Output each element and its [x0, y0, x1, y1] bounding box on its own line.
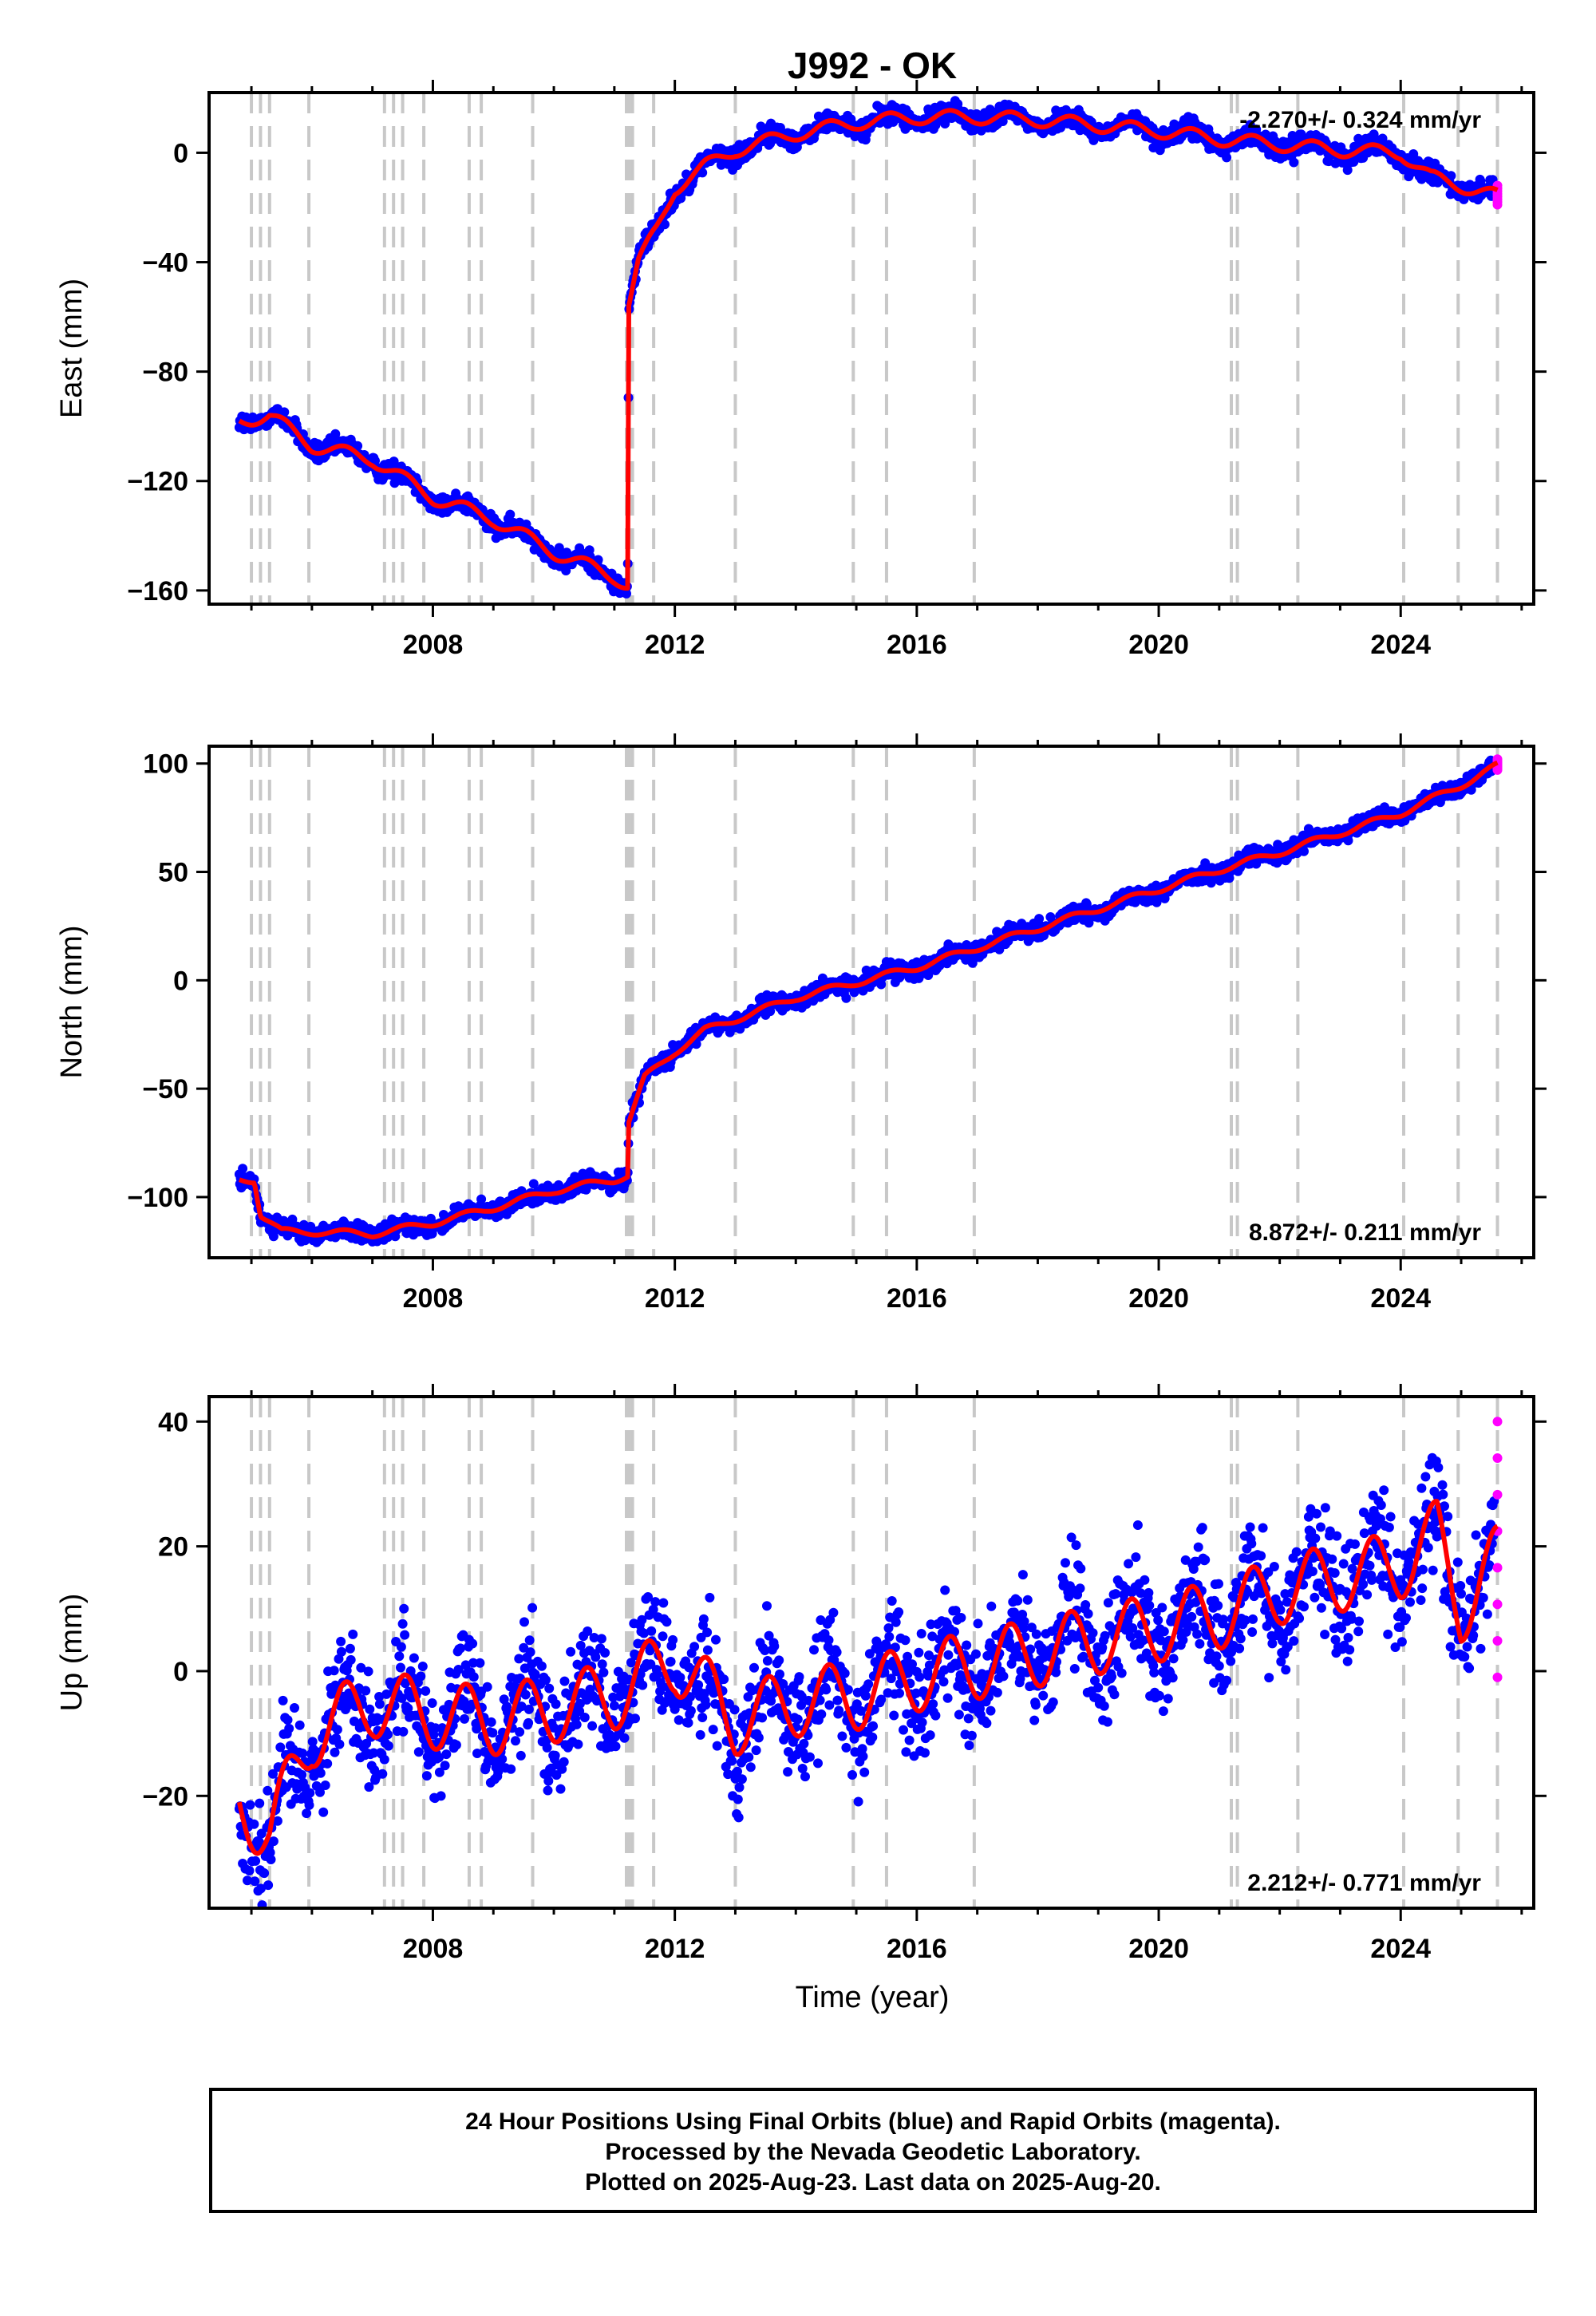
footer-box: [209, 2088, 1537, 2213]
x-tick-label: 2008: [403, 1283, 464, 1314]
y-tick-label: −40: [142, 248, 188, 279]
north-plot-area: [234, 746, 1503, 1258]
x-tick-label: 2024: [1370, 1283, 1431, 1314]
x-tick-label: 2016: [887, 1283, 947, 1314]
up-final-point: [234, 1452, 1499, 1908]
x-tick-label: 2020: [1128, 1934, 1189, 1964]
up-rate-label: 2.212+/- 0.771 mm/yr: [1247, 1870, 1481, 1896]
up-rapid-point: [1492, 1599, 1503, 1610]
x-tick-label: 2012: [645, 1934, 705, 1964]
x-tick-label: 2024: [1370, 1934, 1431, 1964]
panel-up: 2008 2012 2016 2020 2024 −20 0 20 40 Up (mm) 2.212…: [55, 1384, 1547, 1964]
y-tick-label: 50: [158, 858, 188, 888]
x-axis-label: Time (year): [796, 1981, 950, 2014]
up-rapid-point: [1492, 1453, 1503, 1464]
footer-line-1: 24 Hour Positions Using Final Orbits (bl…: [465, 2109, 1281, 2135]
up-final-points: [234, 1452, 1499, 1908]
up-rapid-point: [1492, 1563, 1503, 1573]
y-tick-label: −20: [142, 1781, 188, 1812]
east-rapid-points: [1492, 180, 1503, 210]
y-tick-label: −50: [142, 1074, 188, 1105]
footer-line-2: Processed by the Nevada Geodetic Laborat…: [605, 2139, 1140, 2165]
east-plot-area: [234, 93, 1503, 604]
up-plot-area: [234, 1397, 1503, 1908]
north-y-axis-label: North (mm): [55, 925, 89, 1078]
panels-group: 2008 2012 2016 2020 2024 −160 −120 −80 −40 0 East …: [55, 80, 1547, 1964]
y-tick-label: −120: [127, 467, 188, 497]
up-rapid-point: [1492, 1417, 1503, 1427]
y-tick-label: 40: [158, 1407, 188, 1437]
y-tick-label: 100: [143, 749, 188, 780]
east-rate-label: -2.270+/- 0.324 mm/yr: [1239, 107, 1481, 133]
x-tick-label: 2020: [1128, 1283, 1189, 1314]
y-tick-label: 0: [173, 1657, 188, 1687]
x-tick-label: 2012: [645, 1283, 705, 1314]
up-rapid-point: [1492, 1489, 1503, 1500]
y-tick-label: −160: [127, 576, 188, 607]
chart-title: J992 - OK: [788, 45, 957, 86]
y-tick-label: 20: [158, 1532, 188, 1563]
footer-line-3: Plotted on 2025-Aug-23. Last data on 202…: [585, 2169, 1161, 2195]
north-frame: [207, 745, 1535, 1259]
north-rate-label: 8.872+/- 0.211 mm/yr: [1249, 1219, 1481, 1246]
x-tick-label: 2024: [1370, 630, 1431, 660]
up-model-line: [236, 1499, 1499, 1856]
panel-east: 2008 2012 2016 2020 2024 −160 −120 −80 −40 0 East …: [55, 80, 1547, 660]
up-rapid-point: [1492, 1635, 1503, 1646]
east-y-axis-label: East (mm): [55, 279, 89, 418]
y-tick-label: 0: [173, 966, 188, 996]
panel-north: 2008 2012 2016 2020 2024 −100 −50 0 50 100 North (…: [55, 733, 1547, 1314]
x-tick-label: 2016: [887, 1934, 947, 1964]
y-tick-label: −100: [127, 1183, 188, 1213]
y-tick-label: 0: [173, 138, 188, 168]
x-tick-label: 2012: [645, 630, 705, 660]
up-rapid-point: [1492, 1672, 1503, 1682]
y-tick-label: −80: [142, 358, 188, 388]
up-y-axis-label: Up (mm): [55, 1594, 89, 1712]
north-model-line: [238, 760, 1499, 1239]
x-tick-label: 2020: [1128, 630, 1189, 660]
east-model-line: [238, 108, 1499, 591]
up-frame: [207, 1395, 1535, 1910]
x-tick-label: 2008: [403, 1934, 464, 1964]
x-tick-label: 2016: [887, 630, 947, 660]
x-tick-label: 2008: [403, 630, 464, 660]
east-frame: [207, 91, 1535, 606]
